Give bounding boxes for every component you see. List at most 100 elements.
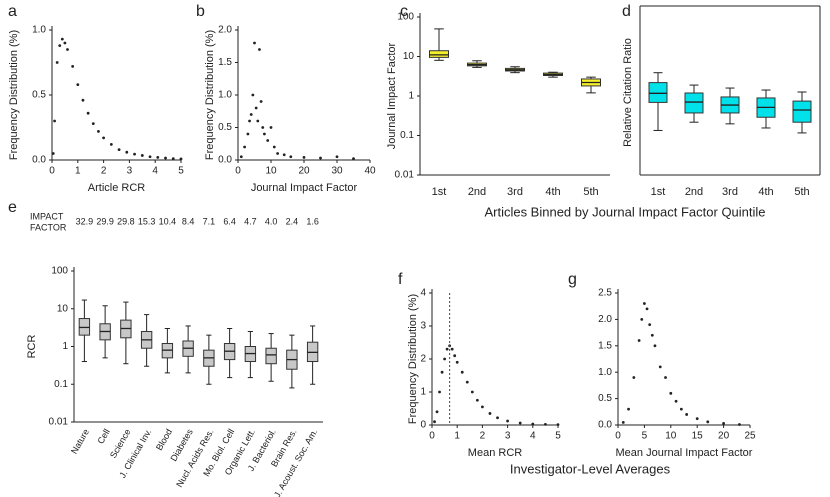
y-tick-label: 0.5 bbox=[32, 90, 46, 101]
y-tick-label: 0.0 bbox=[598, 420, 612, 431]
x-tick-label: 4 bbox=[152, 166, 158, 177]
point bbox=[164, 156, 167, 160]
point bbox=[246, 132, 250, 136]
y-tick-label: 3 bbox=[420, 321, 426, 332]
x-tick-label: 2nd bbox=[685, 186, 703, 198]
x-tick-label: 1st bbox=[432, 186, 447, 198]
point bbox=[544, 422, 547, 426]
point bbox=[438, 390, 441, 394]
box bbox=[684, 92, 704, 114]
x-tick-label: Nature bbox=[69, 427, 91, 455]
point bbox=[648, 323, 652, 327]
point bbox=[640, 318, 644, 321]
y-tick-label: 10 bbox=[403, 51, 415, 62]
x-tick-label: 0 bbox=[429, 431, 435, 442]
x-tick-label: 4 bbox=[530, 431, 536, 442]
point bbox=[643, 302, 646, 305]
x-tick-label: 5th bbox=[794, 186, 809, 198]
point bbox=[658, 365, 662, 369]
point bbox=[156, 156, 160, 159]
y-tick-label: 1 bbox=[420, 387, 426, 398]
y-tick-label: 1.0 bbox=[32, 25, 46, 36]
y-tick-label: 0.5 bbox=[598, 393, 612, 404]
y-axis-label: Frequency Distribution (%) bbox=[407, 294, 419, 424]
impact-factor: 7.1 bbox=[203, 216, 216, 226]
point bbox=[66, 48, 69, 51]
impact-label: FACTOR bbox=[30, 222, 67, 232]
point bbox=[650, 333, 654, 337]
point bbox=[450, 347, 454, 351]
y-tick-label: 1.0 bbox=[218, 90, 232, 101]
x-axis-label: Mean Journal Impact Factor bbox=[616, 447, 753, 459]
x-tick-label: 5 bbox=[178, 166, 184, 177]
point bbox=[632, 376, 636, 379]
x-tick-label: 1 bbox=[75, 166, 81, 177]
point bbox=[679, 407, 683, 411]
point bbox=[664, 376, 667, 379]
y-tick-label: 2.0 bbox=[218, 25, 232, 36]
point bbox=[455, 360, 459, 364]
point bbox=[243, 145, 247, 149]
impact-factor: 15.3 bbox=[138, 216, 156, 226]
point bbox=[53, 119, 56, 123]
point bbox=[272, 145, 276, 149]
point bbox=[645, 307, 649, 311]
y-axis-label: Journal Impact Factor bbox=[386, 42, 398, 149]
point bbox=[71, 65, 75, 68]
point bbox=[148, 155, 152, 159]
y-axis-label: Relative Citation Ratio bbox=[622, 38, 634, 147]
y-tick-label: 2.0 bbox=[598, 314, 612, 325]
point bbox=[289, 155, 293, 159]
y-tick-label: 100 bbox=[51, 266, 68, 277]
panel-label: f bbox=[398, 271, 403, 288]
x-tick-label: 5 bbox=[555, 431, 561, 442]
panel-label: g bbox=[568, 271, 577, 288]
y-tick-label: 0.0 bbox=[32, 155, 46, 166]
x-tick-label: 3 bbox=[505, 431, 511, 442]
impact-label: IMPACT bbox=[30, 211, 64, 221]
point bbox=[302, 156, 306, 159]
x-tick-label: 2 bbox=[480, 431, 486, 442]
x-tick-label: 3 bbox=[127, 166, 133, 177]
y-tick-label: 0.0 bbox=[218, 155, 232, 166]
point bbox=[258, 48, 261, 51]
point bbox=[263, 132, 266, 136]
impact-factor: 29.9 bbox=[96, 216, 114, 226]
shared-x-label: Articles Binned by Journal Impact Factor… bbox=[484, 204, 765, 219]
point bbox=[506, 419, 509, 423]
x-tick-label: 25 bbox=[744, 431, 756, 442]
impact-factor: 32.9 bbox=[76, 216, 94, 226]
point bbox=[481, 405, 484, 409]
x-tick-label: 20 bbox=[718, 431, 730, 442]
point bbox=[518, 421, 522, 425]
y-tick-label: 1.5 bbox=[218, 57, 232, 68]
point bbox=[58, 44, 62, 47]
point bbox=[109, 143, 113, 146]
y-tick-label: 100 bbox=[397, 12, 414, 23]
x-tick-label: 1st bbox=[651, 186, 666, 198]
point bbox=[706, 420, 710, 424]
y-axis-label: Frequency Distribution (%) bbox=[204, 30, 216, 160]
x-tick-label: 10 bbox=[665, 431, 677, 442]
x-tick-label: 15 bbox=[692, 431, 704, 442]
point bbox=[133, 152, 136, 156]
point bbox=[685, 413, 689, 416]
point bbox=[445, 347, 449, 351]
point bbox=[738, 423, 741, 426]
point bbox=[249, 113, 253, 116]
x-tick-label: Blood bbox=[154, 427, 174, 452]
panel-label: a bbox=[8, 3, 17, 20]
impact-factor: 10.4 bbox=[159, 216, 177, 226]
x-tick-label: 4th bbox=[758, 186, 773, 198]
y-tick-label: 0.1 bbox=[54, 379, 68, 390]
point bbox=[470, 390, 474, 394]
point bbox=[443, 357, 446, 361]
y-tick-label: 2.5 bbox=[598, 288, 612, 299]
point bbox=[171, 157, 175, 161]
x-tick-label: 0 bbox=[615, 431, 621, 442]
y-tick-label: 0 bbox=[420, 420, 426, 431]
point bbox=[496, 416, 499, 420]
point bbox=[269, 126, 273, 129]
point bbox=[433, 420, 436, 424]
